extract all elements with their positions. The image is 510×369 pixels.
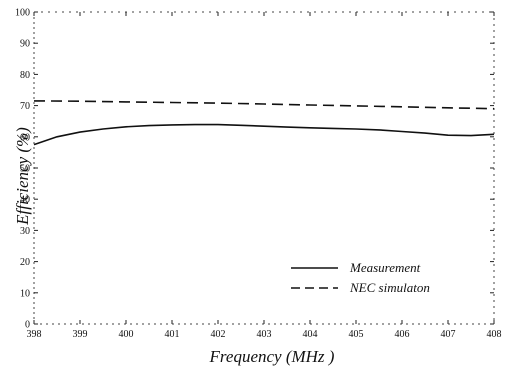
y-tick-label: 80 xyxy=(20,70,30,81)
x-tick-label: 400 xyxy=(119,329,134,340)
y-tick-label: 100 xyxy=(15,8,30,19)
x-tick-label: 401 xyxy=(165,329,180,340)
x-tick-label: 408 xyxy=(487,329,502,340)
x-tick-label: 404 xyxy=(303,329,318,340)
y-tick-label: 70 xyxy=(20,101,30,112)
series-line-nec-simulation xyxy=(33,100,495,110)
x-tick-label: 403 xyxy=(257,329,272,340)
x-tick-label: 399 xyxy=(73,329,88,340)
y-tick-label: 60 xyxy=(20,132,30,143)
y-tick-label: 90 xyxy=(20,39,30,50)
y-axis-title: Efficiency (%) xyxy=(13,127,32,226)
y-tick-label: 20 xyxy=(20,257,30,268)
x-axis-title: Frequency (MHz ) xyxy=(209,347,335,366)
legend: Measurement NEC simulaton xyxy=(291,260,430,295)
x-tick-label: 402 xyxy=(211,329,226,340)
legend-label-nec-simulation: NEC simulaton xyxy=(349,280,430,295)
x-tick-label: 406 xyxy=(395,329,410,340)
x-tick-label: 407 xyxy=(441,329,456,340)
x-tick-label: 398 xyxy=(27,329,42,340)
y-tick-label: 10 xyxy=(20,288,30,299)
legend-label-measurement: Measurement xyxy=(349,260,421,275)
y-tick-label: 30 xyxy=(20,226,30,237)
y-tick-label: 50 xyxy=(20,164,30,175)
y-tick-label: 40 xyxy=(20,195,30,206)
series-line-measurement xyxy=(33,123,495,146)
x-tick-label: 405 xyxy=(349,329,364,340)
y-tick-label: 0 xyxy=(25,320,30,331)
